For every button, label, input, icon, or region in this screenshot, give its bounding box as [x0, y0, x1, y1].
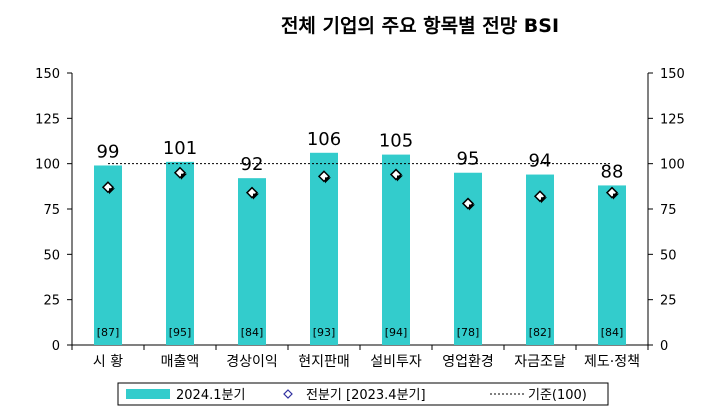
y-tick-label-right: 50: [660, 248, 677, 263]
previous-markers: [101, 166, 619, 211]
bar: [310, 152, 338, 345]
x-category-label: 경상이익: [226, 354, 278, 370]
previous-value-label: [84]: [601, 326, 624, 339]
legend: 2024.1분기 전분기 [2023.4분기] 기준(100): [117, 382, 609, 406]
bar: [598, 185, 626, 345]
previous-quarter-marker-shadow: [541, 197, 547, 204]
x-category-label: 현지판매: [298, 354, 350, 370]
bar-value-label: 88: [601, 161, 624, 182]
previous-quarter-marker-shadow: [181, 173, 187, 180]
y-tick-label-left: 25: [43, 294, 60, 309]
previous-quarter-marker-shadow: [613, 193, 619, 200]
bar-value-label: 95: [457, 149, 480, 170]
bar: [166, 161, 194, 345]
previous-quarter-marker-shadow: [469, 204, 475, 211]
previous-value-label: [95]: [169, 326, 192, 339]
y-tick-label-left: 100: [35, 158, 60, 173]
bar: [94, 165, 122, 345]
y-tick-label-left: 125: [35, 112, 60, 127]
x-category-label: 자금조달: [514, 354, 566, 370]
bar-value-label: 99: [97, 141, 120, 162]
previous-quarter-marker-shadow: [253, 193, 259, 200]
x-category-label: 영업환경: [442, 354, 494, 370]
previous-quarter-marker-shadow: [397, 175, 403, 182]
bar-value-label: 101: [163, 138, 197, 159]
y-tick-label-right: 125: [660, 112, 685, 127]
y-tick-label-left: 0: [52, 339, 60, 354]
previous-value-label: [78]: [457, 326, 480, 339]
previous-value-label: [82]: [529, 326, 552, 339]
x-category-label: 매출액: [161, 354, 200, 370]
bar-value-label: 106: [307, 129, 341, 150]
previous-value-label: [93]: [313, 326, 336, 339]
x-category-label: 제도·정책: [584, 354, 640, 370]
legend-label-current: 2024.1분기: [176, 388, 245, 403]
previous-value-label: [87]: [97, 326, 120, 339]
bars: [94, 152, 626, 345]
previous-quarter-marker-shadow: [109, 188, 115, 195]
data-labels: 99 101 92 106 105 95 94 88 [87] [95] [84] [93] [94] […: [97, 129, 624, 339]
y-tick-label-left: 75: [43, 203, 60, 218]
legend-swatch-bar: [126, 389, 170, 399]
y-tick-label-right: 75: [660, 203, 677, 218]
previous-value-label: [84]: [241, 326, 264, 339]
bar-value-label: 105: [379, 131, 413, 152]
y-tick-label-left: 50: [43, 248, 60, 263]
legend-swatch-marker: [283, 389, 293, 399]
x-category-label: 시 황: [93, 354, 123, 370]
legend-label-previous: 전분기 [2023.4분기]: [306, 388, 426, 403]
bar-value-label: 94: [529, 151, 552, 172]
y-tick-label-right: 100: [660, 158, 685, 173]
axes: 0 0 25 25 50 50 75 75 100 100 125 125 150 150 시 황 매출액 경상…: [35, 67, 685, 370]
x-category-label: 설비투자: [370, 354, 422, 370]
bar-value-label: 92: [241, 154, 264, 175]
y-tick-label-right: 0: [660, 339, 668, 354]
chart-title: 전체 기업의 주요 항목별 전망 BSI: [281, 15, 559, 37]
bar: [238, 178, 266, 345]
previous-quarter-marker-shadow: [325, 177, 331, 184]
previous-value-label: [94]: [385, 326, 408, 339]
y-tick-label-left: 150: [35, 67, 60, 82]
bar: [526, 174, 554, 345]
y-tick-label-right: 150: [660, 67, 685, 82]
legend-box: [117, 382, 609, 406]
bar: [382, 154, 410, 345]
legend-label-reference: 기준(100): [528, 388, 587, 403]
y-tick-label-right: 25: [660, 294, 677, 309]
